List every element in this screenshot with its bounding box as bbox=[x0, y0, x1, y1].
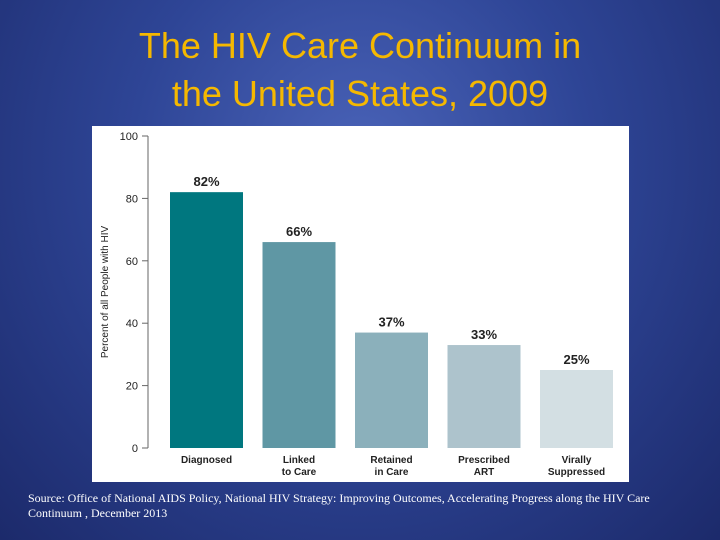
bar-value-label: 66% bbox=[286, 224, 312, 239]
bar-chart: 0 20 40 60 80 100 Percent of all People with … bbox=[100, 131, 613, 478]
category-label: Virally bbox=[562, 455, 592, 466]
y-axis-label: Percent of all People with HIV bbox=[100, 226, 111, 359]
category-label: ART bbox=[474, 467, 495, 478]
category-label: Suppressed bbox=[548, 467, 605, 478]
category-label: Prescribed bbox=[458, 455, 510, 466]
category-label: Retained bbox=[370, 455, 412, 466]
category-label: Linked bbox=[283, 455, 315, 466]
slide-title-line-1: The HIV Care Continuum in bbox=[138, 25, 582, 66]
bar bbox=[355, 332, 428, 448]
data-labels: 82% 66% 37% 33% 25% bbox=[193, 174, 589, 367]
bar-value-label: 37% bbox=[378, 315, 404, 330]
category-label: in Care bbox=[375, 467, 409, 478]
slide-title-line-2: the United States, 2009 bbox=[171, 73, 549, 114]
chart-panel: 0 20 40 60 80 100 Percent of all People with … bbox=[92, 126, 629, 482]
bar bbox=[447, 345, 521, 448]
category-label: to Care bbox=[282, 467, 317, 478]
y-tick-label: 80 bbox=[126, 193, 138, 205]
source-note: Source: Office of National AIDS Policy, … bbox=[28, 491, 708, 521]
bar bbox=[170, 192, 243, 448]
y-tick-label: 60 bbox=[126, 256, 138, 268]
bar-value-label: 33% bbox=[471, 327, 497, 342]
bar-value-label: 25% bbox=[563, 352, 589, 367]
y-tick-label: 100 bbox=[120, 131, 138, 143]
y-tick-label: 40 bbox=[126, 318, 138, 330]
y-tick-label: 0 bbox=[132, 443, 138, 455]
bars bbox=[170, 192, 613, 448]
slide-title: The HIV Care Continuum in the United Sta… bbox=[0, 22, 720, 118]
source-note-line-1: Source: Office of National AIDS Policy, … bbox=[28, 491, 650, 505]
bar bbox=[540, 370, 613, 448]
y-axis: 0 20 40 60 80 100 bbox=[120, 131, 149, 455]
source-note-line-2: Continuum , December 2013 bbox=[28, 506, 168, 520]
category-label: Diagnosed bbox=[181, 455, 232, 466]
bar bbox=[262, 242, 336, 448]
bar-value-label: 82% bbox=[193, 174, 219, 189]
y-tick-label: 20 bbox=[126, 381, 138, 393]
